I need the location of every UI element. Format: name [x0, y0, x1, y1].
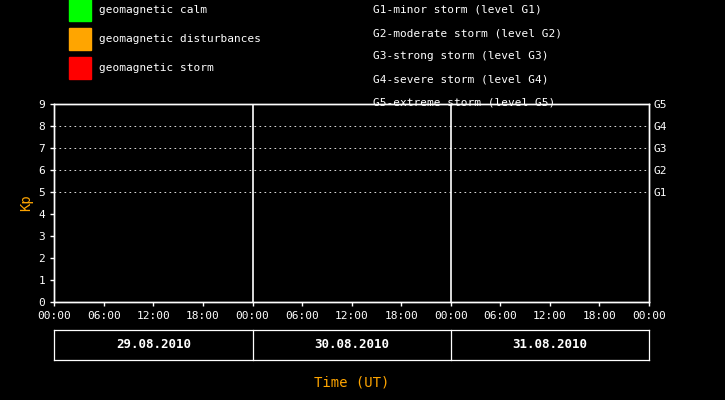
Text: G4-severe storm (level G4): G4-severe storm (level G4) — [373, 74, 549, 85]
Text: geomagnetic calm: geomagnetic calm — [99, 5, 207, 15]
Text: G3-strong storm (level G3): G3-strong storm (level G3) — [373, 51, 549, 61]
Text: 31.08.2010: 31.08.2010 — [513, 338, 587, 352]
Y-axis label: Kp: Kp — [19, 195, 33, 211]
Text: G1-minor storm (level G1): G1-minor storm (level G1) — [373, 5, 542, 15]
Text: 30.08.2010: 30.08.2010 — [314, 338, 389, 352]
Text: G5-extreme storm (level G5): G5-extreme storm (level G5) — [373, 98, 555, 108]
Text: Time (UT): Time (UT) — [314, 375, 389, 389]
Text: geomagnetic disturbances: geomagnetic disturbances — [99, 34, 261, 44]
Text: geomagnetic storm: geomagnetic storm — [99, 64, 214, 74]
Text: G2-moderate storm (level G2): G2-moderate storm (level G2) — [373, 28, 563, 38]
Text: 29.08.2010: 29.08.2010 — [116, 338, 191, 352]
